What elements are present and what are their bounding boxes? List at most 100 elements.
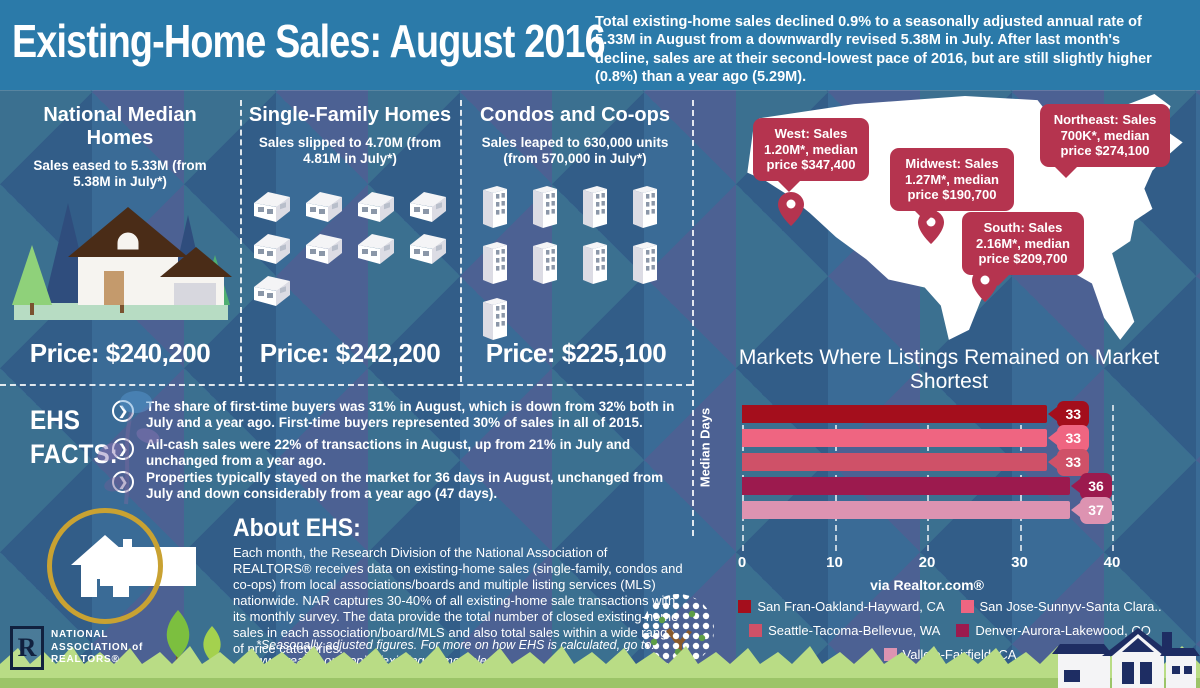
small-building-icon [533, 241, 557, 284]
fact-item-3: ❯ Properties typically stayed on the mar… [112, 470, 690, 503]
column-divider-2 [460, 100, 462, 382]
small-building-icon [583, 185, 607, 228]
column-single-family: Single-Family Homes Sales slipped to 4.7… [248, 104, 452, 306]
location-pin-west-icon [778, 192, 804, 226]
small-house-icon [306, 191, 342, 222]
column-national-median: National Median Homes Sales eased to 5.3… [8, 104, 232, 191]
house-icon-grid [248, 190, 458, 306]
legend-item: San Fran-Oakland-Hayward, CA [738, 599, 945, 614]
small-house-icon [254, 191, 290, 222]
legend-swatch [883, 648, 897, 661]
gold-circle-house-logo [47, 508, 163, 624]
bar-4 [742, 477, 1070, 495]
house-with-trees-illustration [12, 203, 232, 320]
legend-label: Denver-Aurora-Lakewood, CO [975, 623, 1151, 638]
callout-northeast: Northeast: Sales 700K*, median price $27… [1040, 104, 1170, 178]
value-tag-arrow [1048, 455, 1058, 469]
house-bottom-illustration [1052, 628, 1200, 688]
value-tag: 33 [1057, 400, 1090, 428]
legend-row: San Fran-Oakland-Hayward, CA San Jose-Sun… [703, 599, 1197, 614]
bar-row: 36 [742, 472, 1112, 500]
bar-row: 33 [742, 400, 1112, 428]
arrow-bullet-icon: ❯ [112, 471, 134, 493]
callout-midwest: Midwest: Sales 1.27M*, median price $190… [890, 148, 1014, 222]
column-subtitle: Sales leaped to 630,000 units (from 570,… [481, 135, 669, 167]
fact-text: Properties typically stayed on the marke… [146, 470, 664, 502]
gridline [1112, 405, 1114, 551]
value-tag: 36 [1080, 472, 1112, 500]
about-title: About EHS: [233, 514, 361, 542]
header-band: Existing-Home Sales: August 2016 Total e… [0, 0, 1200, 90]
bar-row: 37 [742, 496, 1112, 524]
facts-label-line1: EHS [30, 405, 80, 435]
column-title: Single-Family Homes [248, 104, 452, 126]
small-house-icon [358, 191, 394, 222]
small-building-icon [633, 241, 657, 284]
legend-label: Seattle-Tacoma-Bellevue, WA [768, 623, 941, 638]
intro-text: Total existing-home sales declined 0.9% … [595, 14, 1152, 85]
small-house-icon [410, 191, 446, 222]
small-building-icon [583, 241, 607, 284]
callout-tail [777, 179, 801, 192]
section-divider [0, 384, 692, 386]
small-building-icon [533, 185, 557, 228]
nar-line-1: NATIONAL [51, 629, 109, 640]
callout-west: West: Sales 1.20M*, median price $347,40… [753, 118, 869, 192]
value-tag-arrow [1048, 431, 1058, 445]
legend-row: Seattle-Tacoma-Bellevue, WA Denver-Aurora… [703, 623, 1197, 638]
facts-label-line2: FACTS: [30, 438, 118, 469]
nar-logo-icon: R [10, 626, 44, 670]
legend-label: San Jose-Sunnyv-Santa Clara.. [979, 599, 1162, 614]
callout-tail [986, 273, 1010, 286]
bar-plot: 33 33 33 36 37 [742, 400, 1114, 551]
column-divider-1 [240, 100, 242, 382]
callout-midwest-text: Midwest: Sales 1.27M*, median price $190… [905, 156, 999, 203]
chart-source: via Realtor.com® [870, 577, 984, 593]
small-house-icon [306, 233, 342, 264]
column-subtitle: Sales slipped to 4.70M (from 4.81M in Ju… [258, 135, 442, 167]
nar-line-2: ASSOCIATION of [51, 641, 144, 653]
legend-item: San Jose-Sunnyv-Santa Clara.. [960, 599, 1162, 614]
column-title: Condos and Co-ops [480, 104, 670, 126]
chart-x-axis: 0 10 20 30 40 [738, 554, 1121, 572]
facts-label: EHS FACTS: [30, 404, 118, 472]
legend-swatch [956, 624, 970, 637]
small-house-icon [410, 233, 446, 264]
fact-text: The share of first-time buyers was 31% i… [146, 399, 675, 431]
arrow-bullet-icon: ❯ [112, 438, 134, 460]
nar-line-3: REALTORS® [51, 654, 120, 665]
value-tag: 33 [1057, 424, 1090, 452]
value-tag-arrow [1071, 503, 1080, 517]
small-building-icon [483, 185, 507, 228]
chart-title: Markets Where Listings Remained on Marke… [738, 346, 1160, 394]
nar-logo: R NATIONAL ASSOCIATION of REALTORS® [10, 626, 143, 670]
x-tick-label: 30 [1011, 554, 1028, 571]
house-icon [71, 535, 139, 597]
chart-y-axis-label: Median Days [697, 407, 713, 488]
callout-south-text: South: Sales 2.16M*, median price $209,7… [976, 220, 1070, 267]
callout-tail [914, 209, 938, 222]
bar-row: 33 [742, 424, 1112, 452]
column-divider-3 [692, 100, 694, 536]
price-label-single-family: Price: $242,200 [259, 338, 441, 368]
callout-tail [1054, 165, 1078, 178]
column-subtitle: Sales eased to 5.33M (from 5.38M in July… [33, 158, 207, 190]
value-tag-arrow [1071, 479, 1080, 493]
legend-item: Denver-Aurora-Lakewood, CO [956, 623, 1151, 638]
value-tag-arrow [1048, 407, 1058, 421]
about-body: Each month, the Research Division of the… [233, 545, 683, 656]
price-label-national: Price: $240,200 [29, 338, 211, 368]
small-house-icon [358, 233, 394, 264]
bar-2 [742, 429, 1048, 447]
small-building-icon [483, 297, 507, 340]
legend-label: San Fran-Oakland-Hayward, CA [757, 599, 945, 614]
x-tick-label: 0 [737, 554, 747, 571]
arrow-bullet-icon: ❯ [112, 400, 134, 422]
small-house-icon [254, 233, 290, 264]
x-tick-label: 10 [826, 554, 843, 571]
legend-swatch [738, 600, 752, 613]
grass-illustration [0, 646, 1200, 688]
value-tag: 33 [1057, 448, 1090, 476]
bar-3 [742, 453, 1048, 471]
column-condos: Condos and Co-ops Sales leaped to 630,00… [468, 104, 682, 340]
